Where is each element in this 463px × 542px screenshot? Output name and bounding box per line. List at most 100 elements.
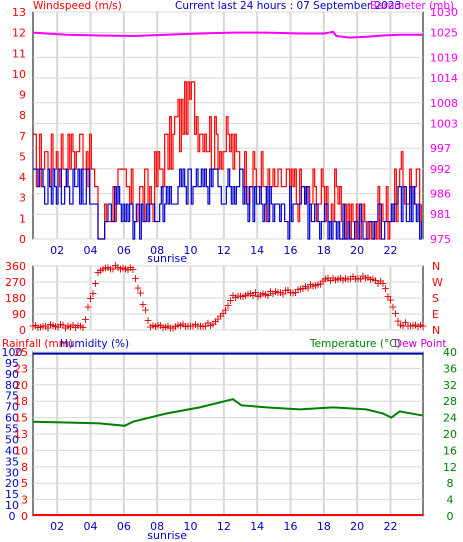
windspeed-tick: 13 [12, 6, 26, 19]
panel1-x-tick: 16 [284, 244, 298, 257]
direction-point: + [253, 290, 262, 303]
direction-point: + [141, 304, 150, 317]
wind-direction-panel: 090180270360NESWN+++++++++++++++++++++++… [5, 259, 443, 337]
direction-point: + [81, 313, 90, 326]
direction-point: + [101, 262, 110, 275]
direction-point: + [241, 289, 250, 302]
temperature-label: Temperature (°C) [309, 338, 401, 350]
direction-point: + [46, 318, 55, 331]
humidity-tick: 80 [5, 379, 19, 392]
direction-point: + [198, 320, 207, 333]
humidity-tick: 90 [5, 368, 19, 381]
panel3-x-tick: 16 [284, 520, 298, 533]
direction-point: + [256, 288, 265, 301]
direction-point: + [156, 319, 165, 332]
direction-point: + [208, 318, 217, 331]
direction-point: + [213, 313, 222, 326]
windspeed-label: Windspeed (m/s) [33, 0, 122, 12]
humidity-tick: 70 [5, 401, 19, 414]
direction-point: + [271, 285, 280, 298]
direction-point: + [258, 287, 267, 300]
humidity-tick: 15 [5, 488, 19, 501]
direction-point: + [351, 272, 360, 285]
direction-point: + [403, 320, 412, 333]
direction-point: + [53, 320, 62, 333]
direction-point: + [201, 319, 210, 332]
wind-pressure-panel: 0134578910111213975981986992997100310081… [12, 6, 458, 265]
panel1-x-tick: 08 [150, 244, 164, 257]
direction-point: + [151, 320, 160, 333]
direction-point: + [93, 266, 102, 279]
direction-point: + [416, 318, 425, 331]
direction-point: + [186, 319, 195, 332]
pressure-tick: 1025 [430, 27, 458, 40]
direction-point: + [273, 286, 282, 299]
direction-point: + [146, 321, 155, 334]
direction-point: + [353, 272, 362, 285]
pressure-tick: 1019 [430, 51, 458, 64]
temperature-tick: 20 [443, 428, 457, 441]
pressure-tick: 997 [430, 142, 451, 155]
wind-series [33, 168, 422, 240]
compass-tick: S [432, 292, 439, 305]
direction-point: + [303, 282, 312, 295]
direction-point: + [111, 259, 120, 272]
direction-point: + [121, 263, 130, 276]
panel3-x-tick: 08 [150, 520, 164, 533]
direction-point: + [103, 261, 112, 274]
direction-point: + [51, 320, 60, 333]
direction-tick: 360 [5, 260, 26, 273]
direction-point: + [178, 317, 187, 330]
direction-point: + [226, 294, 235, 307]
direction-point: + [318, 274, 327, 287]
temperature-tick: 12 [443, 461, 457, 474]
panel3-x-tick: 02 [50, 520, 64, 533]
direction-point: + [188, 320, 197, 333]
compass-tick: N [432, 260, 440, 273]
direction-point: + [288, 287, 297, 300]
direction-point: + [31, 319, 40, 332]
panel3-x-tick: 12 [217, 520, 231, 533]
direction-point: + [311, 279, 320, 292]
temperature-tick: 32 [443, 379, 457, 392]
direction-point: + [358, 269, 367, 282]
direction-point: + [83, 300, 92, 313]
direction-point: + [181, 320, 190, 333]
direction-point: + [66, 321, 75, 334]
panel1-x-tick: 14 [250, 244, 264, 257]
direction-point: + [58, 319, 67, 332]
direction-point: + [413, 320, 422, 333]
direction-point: + [56, 318, 65, 331]
windspeed-tick: 12 [12, 27, 26, 40]
direction-point: + [216, 309, 225, 322]
humidity-tick: 30 [5, 466, 19, 479]
direction-point: + [136, 286, 145, 299]
panel3-x-tick: 18 [317, 520, 331, 533]
direction-point: + [398, 320, 407, 333]
sunrise-label: sunrise [147, 529, 187, 542]
direction-point: + [68, 319, 77, 332]
humidity-tick: 50 [5, 433, 19, 446]
direction-point: + [263, 289, 272, 302]
temperature-tick: 8 [447, 477, 454, 490]
direction-point: + [133, 281, 142, 294]
direction-point: + [193, 320, 202, 333]
rainfall-tick: 3 [21, 494, 28, 507]
windspeed-tick: 11 [12, 47, 26, 60]
pressure-tick: 981 [430, 208, 451, 221]
windspeed-tick: 5 [19, 150, 26, 163]
direction-point: + [126, 261, 135, 274]
direction-point: + [248, 289, 257, 302]
windspeed-tick: 4 [19, 171, 26, 184]
direction-point: + [71, 321, 80, 334]
compass-tick: E [432, 308, 439, 321]
direction-point: + [196, 320, 205, 333]
direction-point: + [408, 319, 417, 332]
direction-point: + [411, 319, 420, 332]
direction-point: + [346, 272, 355, 285]
rainfall-tick: 25 [14, 346, 28, 359]
rainfall-tick: 13 [14, 428, 28, 441]
panel3-x-tick: 04 [84, 520, 98, 533]
direction-point: + [123, 264, 132, 277]
